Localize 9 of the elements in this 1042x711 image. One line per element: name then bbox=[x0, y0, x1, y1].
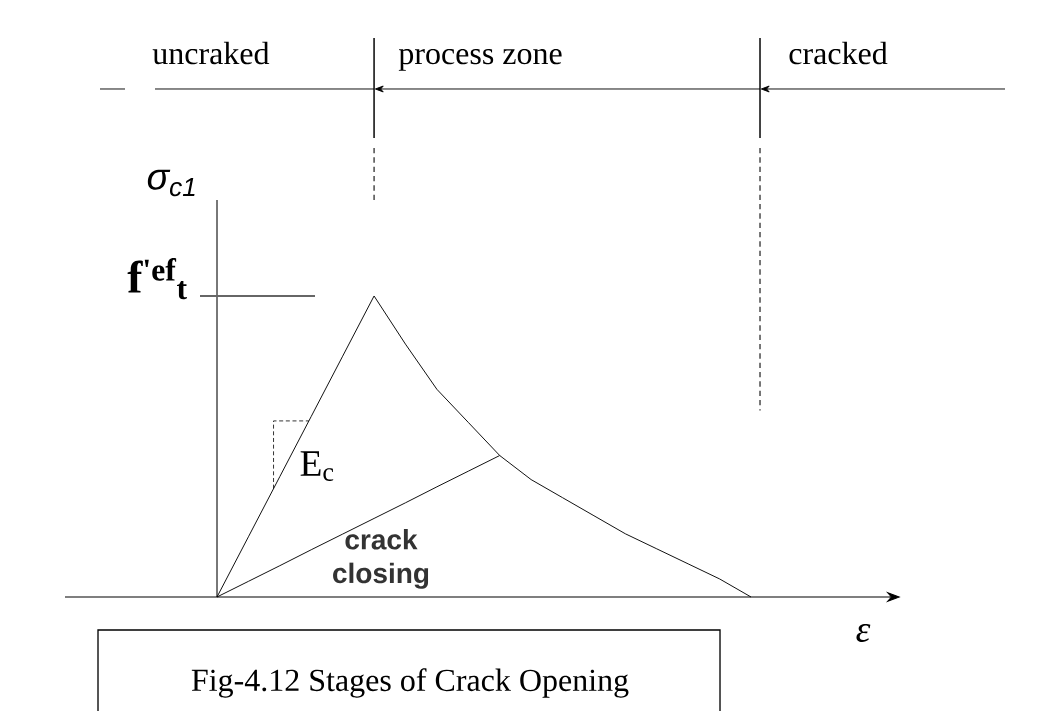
x-axis-title: ε bbox=[856, 624, 871, 642]
annotation: crack closing bbox=[333, 529, 429, 589]
annotation: E$_{c}$ bbox=[300, 451, 334, 481]
text: process zone bbox=[398, 48, 562, 71]
text: uncraked bbox=[152, 41, 270, 65]
text: Fig-4.12 Stages of Crack Opening bbox=[191, 668, 629, 698]
y-axis-title: σ$_{c1}$ bbox=[147, 169, 195, 197]
ref-line-label: f$^{'ef}$$_{t}$ bbox=[127, 258, 187, 300]
text: cracked bbox=[789, 41, 888, 65]
